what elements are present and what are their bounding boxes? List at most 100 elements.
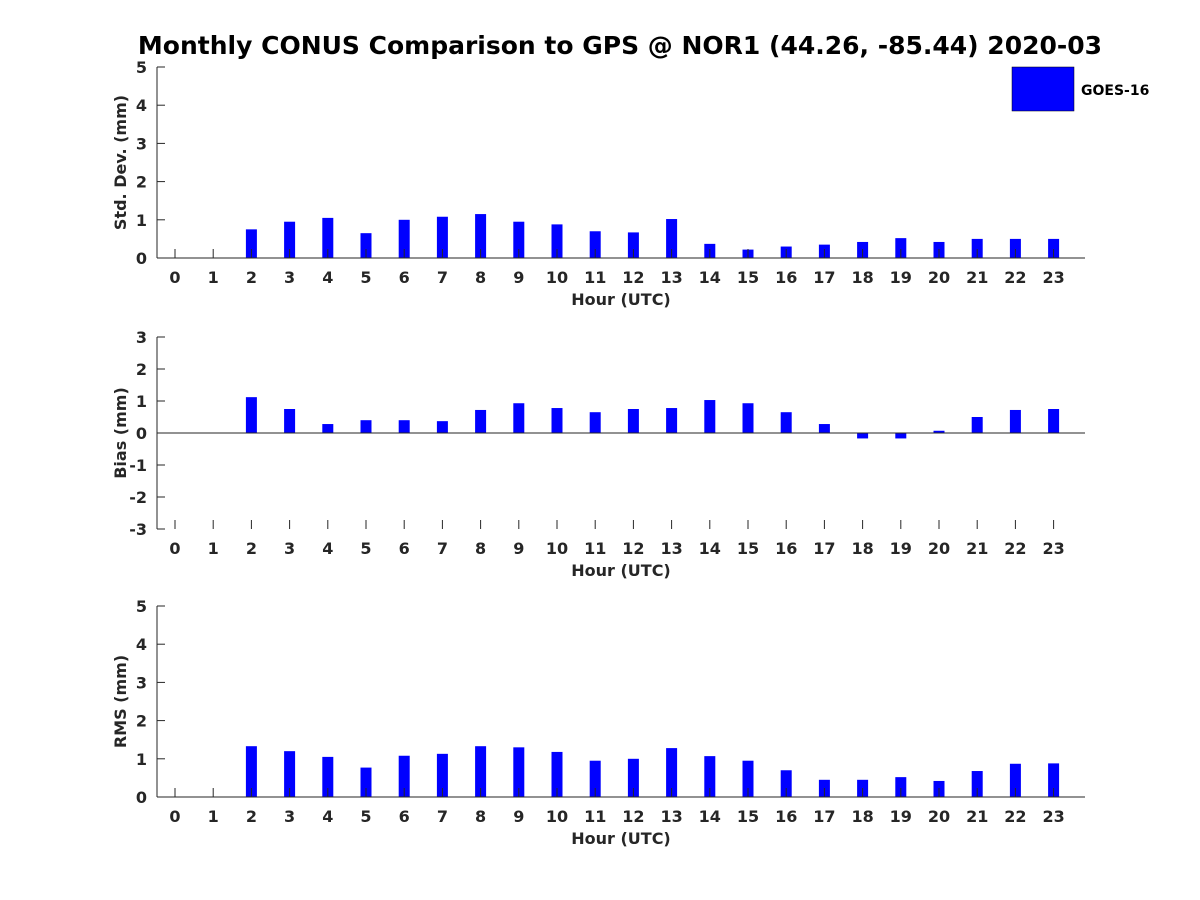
x-tick-label: 12 bbox=[622, 807, 644, 826]
x-tick-label: 17 bbox=[813, 539, 835, 558]
y-tick-label: 2 bbox=[136, 173, 147, 192]
y-tick-label: 3 bbox=[136, 673, 147, 692]
bar-4 bbox=[322, 756, 334, 797]
x-tick-label: 19 bbox=[890, 268, 912, 287]
x-tick-label: 10 bbox=[546, 539, 568, 558]
x-tick-label: 7 bbox=[437, 807, 448, 826]
x-tick-label: 13 bbox=[660, 539, 682, 558]
x-tick-label: 1 bbox=[208, 268, 219, 287]
y-tick-label: 3 bbox=[136, 134, 147, 153]
x-tick-label: 6 bbox=[399, 268, 410, 287]
bar-9 bbox=[513, 403, 525, 433]
y-tick-label: 1 bbox=[136, 392, 147, 411]
x-tick-label: 5 bbox=[360, 807, 371, 826]
x-tick-label: 22 bbox=[1004, 807, 1026, 826]
bar-2 bbox=[245, 229, 257, 258]
x-tick-label: 2 bbox=[246, 268, 257, 287]
x-tick-label: 19 bbox=[890, 539, 912, 558]
chart-title: Monthly CONUS Comparison to GPS @ NOR1 (… bbox=[138, 31, 1102, 60]
x-tick-label: 7 bbox=[437, 268, 448, 287]
bar-11 bbox=[589, 231, 601, 258]
x-tick-label: 13 bbox=[660, 268, 682, 287]
x-tick-label: 13 bbox=[660, 807, 682, 826]
x-tick-label: 4 bbox=[322, 539, 333, 558]
bar-3 bbox=[284, 409, 296, 433]
bar-20 bbox=[933, 430, 945, 433]
bar-22 bbox=[1009, 238, 1021, 258]
bar-15 bbox=[742, 760, 754, 797]
bar-19 bbox=[895, 777, 907, 797]
bar-2 bbox=[245, 397, 257, 433]
x-tick-label: 6 bbox=[399, 539, 410, 558]
bar-2 bbox=[245, 746, 257, 797]
x-tick-label: 8 bbox=[475, 807, 486, 826]
x-tick-label: 3 bbox=[284, 807, 295, 826]
y-tick-label: 3 bbox=[136, 328, 147, 347]
x-axis-label: Hour (UTC) bbox=[571, 829, 671, 848]
bar-23 bbox=[1048, 763, 1060, 797]
bar-22 bbox=[1009, 409, 1021, 433]
y-tick-label: -2 bbox=[129, 488, 147, 507]
y-tick-label: -1 bbox=[129, 456, 147, 475]
x-tick-label: 10 bbox=[546, 268, 568, 287]
x-tick-label: 18 bbox=[851, 268, 873, 287]
x-tick-label: 21 bbox=[966, 268, 988, 287]
x-tick-label: 11 bbox=[584, 539, 606, 558]
bar-9 bbox=[513, 747, 525, 797]
bar-8 bbox=[475, 409, 487, 433]
y-tick-label: 0 bbox=[136, 249, 147, 268]
x-tick-label: 14 bbox=[699, 268, 721, 287]
x-tick-label: 5 bbox=[360, 268, 371, 287]
bar-10 bbox=[551, 751, 563, 797]
y-tick-label: 1 bbox=[136, 211, 147, 230]
legend: GOES-16 bbox=[1011, 66, 1149, 112]
bar-7 bbox=[436, 753, 448, 797]
x-tick-label: 4 bbox=[322, 807, 333, 826]
bar-18 bbox=[857, 433, 869, 439]
x-tick-label: 6 bbox=[399, 807, 410, 826]
x-tick-label: 18 bbox=[851, 807, 873, 826]
bar-12 bbox=[627, 758, 639, 797]
bar-10 bbox=[551, 224, 563, 258]
x-tick-label: 8 bbox=[475, 268, 486, 287]
bar-9 bbox=[513, 221, 525, 258]
x-tick-label: 22 bbox=[1004, 268, 1026, 287]
x-tick-label: 8 bbox=[475, 539, 486, 558]
bar-13 bbox=[666, 408, 678, 433]
x-tick-label: 14 bbox=[699, 807, 721, 826]
y-axis-label: Std. Dev. (mm) bbox=[111, 95, 130, 230]
x-tick-label: 16 bbox=[775, 807, 797, 826]
y-tick-label: 5 bbox=[136, 597, 147, 616]
bar-15 bbox=[742, 403, 754, 433]
bar-12 bbox=[627, 232, 639, 258]
x-axis-label: Hour (UTC) bbox=[571, 290, 671, 309]
y-tick-label: 4 bbox=[136, 96, 147, 115]
x-tick-label: 21 bbox=[966, 539, 988, 558]
bar-4 bbox=[322, 217, 334, 258]
y-tick-label: 0 bbox=[136, 424, 147, 443]
bar-14 bbox=[704, 756, 716, 797]
bar-21 bbox=[971, 238, 983, 258]
x-tick-label: 0 bbox=[169, 807, 180, 826]
x-tick-label: 3 bbox=[284, 539, 295, 558]
x-axis-label: Hour (UTC) bbox=[571, 561, 671, 580]
x-tick-label: 19 bbox=[890, 807, 912, 826]
bar-7 bbox=[436, 421, 448, 433]
bar-21 bbox=[971, 771, 983, 797]
bar-23 bbox=[1048, 238, 1060, 258]
x-tick-label: 21 bbox=[966, 807, 988, 826]
bar-17 bbox=[818, 424, 830, 433]
x-tick-label: 2 bbox=[246, 539, 257, 558]
x-tick-label: 5 bbox=[360, 539, 371, 558]
x-tick-label: 12 bbox=[622, 268, 644, 287]
bar-5 bbox=[360, 233, 372, 258]
bar-5 bbox=[360, 420, 372, 433]
bar-8 bbox=[475, 214, 487, 258]
x-tick-label: 2 bbox=[246, 807, 257, 826]
bar-4 bbox=[322, 424, 334, 433]
bar-22 bbox=[1009, 763, 1021, 797]
